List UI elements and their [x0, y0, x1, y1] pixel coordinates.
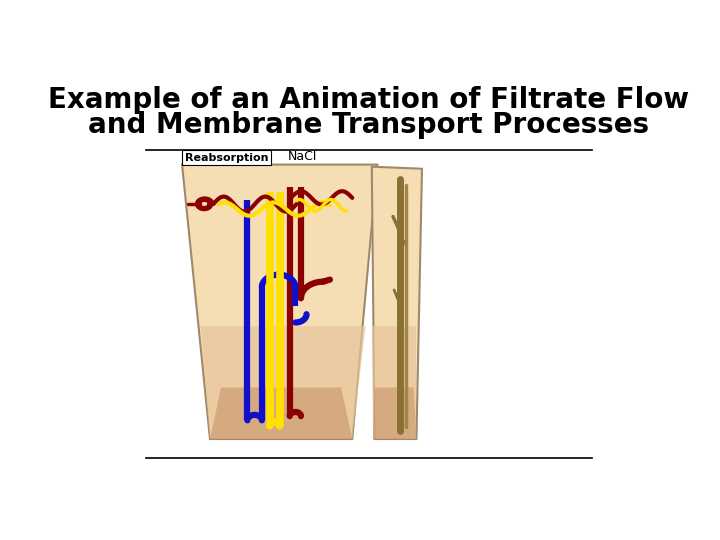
Polygon shape [182, 165, 377, 439]
Text: Reabsorption: Reabsorption [185, 152, 269, 163]
Polygon shape [373, 388, 416, 439]
Polygon shape [210, 388, 352, 439]
Text: Example of an Animation of Filtrate Flow: Example of an Animation of Filtrate Flow [48, 86, 690, 114]
Polygon shape [372, 326, 416, 439]
Text: and Membrane Transport Processes: and Membrane Transport Processes [89, 111, 649, 139]
Text: NaCl: NaCl [288, 150, 318, 163]
Polygon shape [201, 326, 366, 439]
Polygon shape [372, 167, 422, 439]
